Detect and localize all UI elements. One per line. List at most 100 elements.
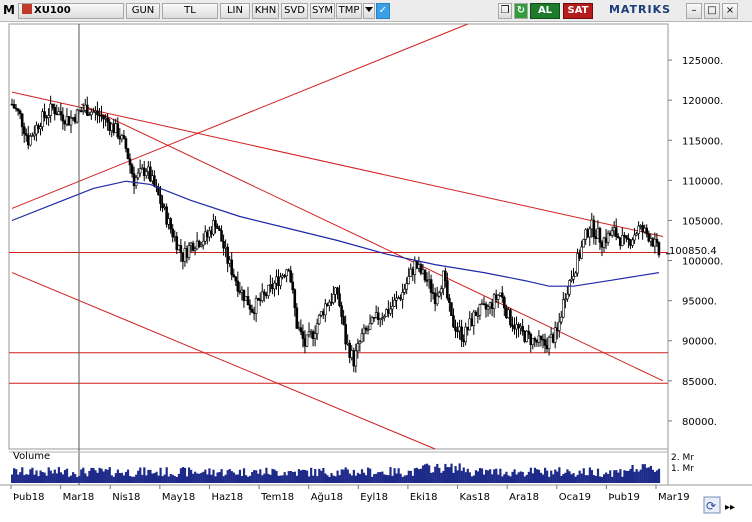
volume-bar <box>655 470 659 483</box>
volume-bar <box>214 476 217 483</box>
candle-body <box>433 292 437 305</box>
candle-body <box>466 326 470 331</box>
volume-bar <box>446 467 449 483</box>
volume-bar <box>493 469 496 483</box>
candle-body <box>287 269 290 272</box>
copy-icon[interactable]: ❐ <box>498 3 512 19</box>
volume-bar <box>29 469 32 483</box>
settings-icon[interactable]: ⟳ <box>703 496 721 514</box>
symbol-selector[interactable]: XU100 <box>18 3 124 19</box>
candle-body <box>596 228 600 239</box>
candle-body <box>594 236 598 239</box>
volume-bar <box>605 472 608 483</box>
candle-body <box>572 275 575 280</box>
candle-body <box>228 259 231 264</box>
volume-bar <box>283 472 286 483</box>
dropdown-button[interactable] <box>363 3 375 19</box>
sell-button[interactable]: SAT <box>563 3 593 19</box>
candle-body <box>612 227 616 232</box>
buy-button[interactable]: AL <box>530 3 560 19</box>
candle-body <box>45 116 48 119</box>
last-price-tag <box>670 244 736 256</box>
candle-body <box>592 219 596 237</box>
candle-body <box>98 114 101 117</box>
volume-bar <box>110 475 113 483</box>
app-logo-icon[interactable]: M <box>3 3 15 17</box>
candle-body <box>216 225 219 229</box>
volume-bar <box>657 468 661 483</box>
volume-bar <box>67 476 71 483</box>
volume-bar <box>196 473 199 483</box>
candle-body <box>187 245 191 258</box>
volume-bar <box>637 471 640 483</box>
svd-button[interactable]: SVD <box>281 3 308 19</box>
volume-bar <box>466 468 469 483</box>
volume-bar <box>161 476 164 483</box>
volume-bar <box>226 470 229 483</box>
candle-body <box>75 109 79 123</box>
volume-bar <box>452 472 455 483</box>
x-tick-label: Kas18 <box>460 492 490 503</box>
price-chart[interactable]: 125000. 120000. 115000. 110000. 105000. 10000… <box>0 22 752 522</box>
close-button[interactable]: × <box>722 3 738 19</box>
volume-bar <box>348 473 351 483</box>
sym-button[interactable]: SYM <box>310 3 335 19</box>
volume-bar <box>401 476 404 483</box>
candle-body <box>136 172 140 179</box>
volume-bar <box>556 471 559 483</box>
volume-bar <box>513 469 516 483</box>
scroll-arrows-icon[interactable]: ▸▸ <box>725 502 735 513</box>
candle-body <box>417 264 421 269</box>
volume-bar <box>480 468 484 483</box>
volume-bar <box>45 475 48 483</box>
tmp-button[interactable]: TMP <box>336 3 362 19</box>
candle-body <box>405 283 408 290</box>
candle-body <box>281 275 284 278</box>
volume-bar <box>501 476 504 483</box>
candle-body <box>67 116 71 126</box>
volume-bar <box>198 473 201 483</box>
volume-bar <box>120 472 124 483</box>
candle-body <box>553 327 557 343</box>
volume-bar <box>395 473 398 483</box>
khn-button[interactable]: KHN <box>252 3 279 19</box>
volume-bar <box>94 470 97 483</box>
candle-body <box>505 307 508 318</box>
candle-body <box>358 341 362 344</box>
candle-body <box>12 104 16 109</box>
candle-body <box>189 242 193 246</box>
maximize-button[interactable]: □ <box>704 3 720 19</box>
volume-bar <box>383 474 386 483</box>
volume-bar <box>454 466 457 483</box>
currency-button[interactable]: TL <box>162 3 218 19</box>
candle-body <box>454 326 457 332</box>
candle-body <box>57 111 61 115</box>
minimize-button[interactable]: – <box>686 3 702 19</box>
volume-bar <box>369 468 372 483</box>
volume-bar <box>159 467 162 483</box>
candle-body <box>625 235 628 239</box>
volume-bar <box>360 469 364 483</box>
candle-body <box>380 317 384 320</box>
volume-bar <box>596 468 600 483</box>
candle-body <box>470 318 474 326</box>
candle-body <box>549 334 553 338</box>
volume-bar <box>74 474 77 483</box>
volume-bar <box>37 476 40 483</box>
twitter-icon[interactable]: ✓ <box>376 3 390 19</box>
volume-bar <box>293 471 296 483</box>
candle-body <box>267 284 270 297</box>
period-button[interactable]: GUN <box>126 3 160 19</box>
volume-bar <box>460 470 463 483</box>
refresh-icon[interactable]: ↻ <box>514 3 528 19</box>
scale-button[interactable]: LIN <box>220 3 250 19</box>
candle-body <box>568 280 571 295</box>
volume-bar <box>234 474 237 483</box>
volume-bar <box>267 473 270 483</box>
candle-body <box>181 252 185 262</box>
volume-bar <box>316 476 319 483</box>
candle-body <box>578 253 581 259</box>
x-tick-label: May18 <box>162 492 195 503</box>
volume-bar <box>55 473 58 483</box>
volume-bar <box>175 476 178 483</box>
